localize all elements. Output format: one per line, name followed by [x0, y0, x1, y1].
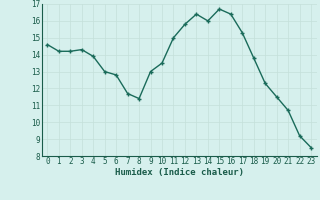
X-axis label: Humidex (Indice chaleur): Humidex (Indice chaleur): [115, 168, 244, 177]
